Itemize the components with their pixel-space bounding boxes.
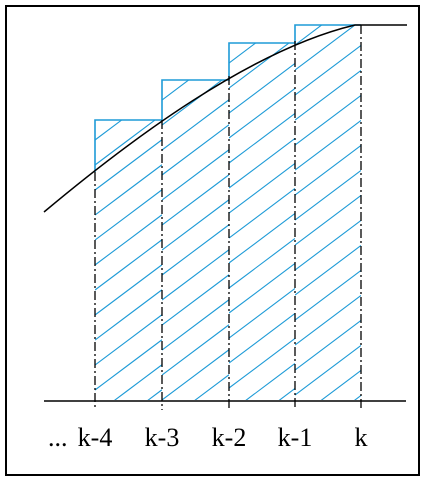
hatch-line: [229, 43, 295, 89]
hatch-line: [295, 220, 361, 271]
hatch-line: [295, 25, 361, 71]
hatch-line: [95, 65, 162, 115]
hatch-line: [295, 70, 361, 121]
hatch-line: [295, 270, 361, 321]
hatch-line: [229, 113, 295, 164]
hatch-line: [95, 264, 162, 316]
hatch-line: [229, 163, 295, 214]
hatch-line: [95, 314, 162, 366]
hatch-line: [162, 80, 229, 101]
hatch-line: [95, 214, 162, 266]
hatch-line: [162, 199, 229, 251]
hatch-line: [162, 99, 229, 151]
function-curve: [43, 24, 407, 213]
hatch-line: [95, 164, 162, 216]
label-k: k: [355, 423, 368, 452]
hatch-line: [162, 174, 229, 226]
hatch-line: [295, 95, 361, 146]
hatch-region-k-4: [95, 65, 162, 400]
hatch-line: [229, 88, 295, 139]
hatch-line: [162, 349, 229, 400]
hatch-line: [229, 288, 295, 339]
hatch-line: [295, 295, 361, 346]
label-k-1: k-1: [278, 423, 313, 452]
hatch-line: [162, 374, 229, 400]
hatch-line: [162, 224, 229, 276]
hatch-line: [229, 63, 295, 114]
hatch-line: [162, 324, 229, 376]
hatch-line: [229, 213, 295, 264]
hatch-line: [162, 249, 229, 301]
label-ellipsis: ...: [48, 423, 68, 452]
hatch-line: [295, 0, 361, 20]
hatch-line: [162, 25, 229, 75]
hatch-line: [229, 138, 295, 189]
hatch-line: [295, 145, 361, 196]
hatch-line: [95, 189, 162, 241]
hatch-line: [95, 389, 162, 400]
hatch-line: [162, 149, 229, 201]
hatch-line: [229, 238, 295, 289]
hatch-region-k-1: [295, 0, 361, 400]
hatch-line: [295, 25, 361, 46]
outer-border: [5, 5, 420, 476]
hatch-line: [95, 289, 162, 341]
hatch-line: [229, 313, 295, 364]
hatch-line: [229, 388, 295, 400]
hatch-line: [295, 245, 361, 296]
hatch-line: [95, 239, 162, 291]
hatch-region-k-3: [162, 25, 229, 400]
hatch-line: [95, 139, 162, 191]
label-k-4: k-4: [78, 423, 113, 452]
hatch-line: [295, 170, 361, 221]
hatch-line: [229, 43, 295, 64]
hatch-line: [229, 338, 295, 389]
hatch-line: [295, 370, 361, 400]
hatch-line: [229, 188, 295, 239]
hatch-line: [162, 299, 229, 351]
label-k-2: k-2: [212, 423, 247, 452]
hatch-line: [295, 195, 361, 246]
hatch-line: [295, 345, 361, 396]
hatch-line: [295, 120, 361, 171]
hatch-region-k-2: [229, 43, 295, 400]
hatch-line: [229, 263, 295, 314]
hatch-line: [95, 364, 162, 400]
hatch-line: [95, 120, 162, 141]
hatch-line: [229, 363, 295, 400]
hatch-line: [95, 339, 162, 391]
hatch-line: [295, 320, 361, 371]
label-k-3: k-3: [145, 423, 180, 452]
hatch-line: [95, 120, 162, 166]
hatch-line: [162, 274, 229, 326]
hatch-line: [162, 124, 229, 176]
hatch-line: [295, 45, 361, 96]
